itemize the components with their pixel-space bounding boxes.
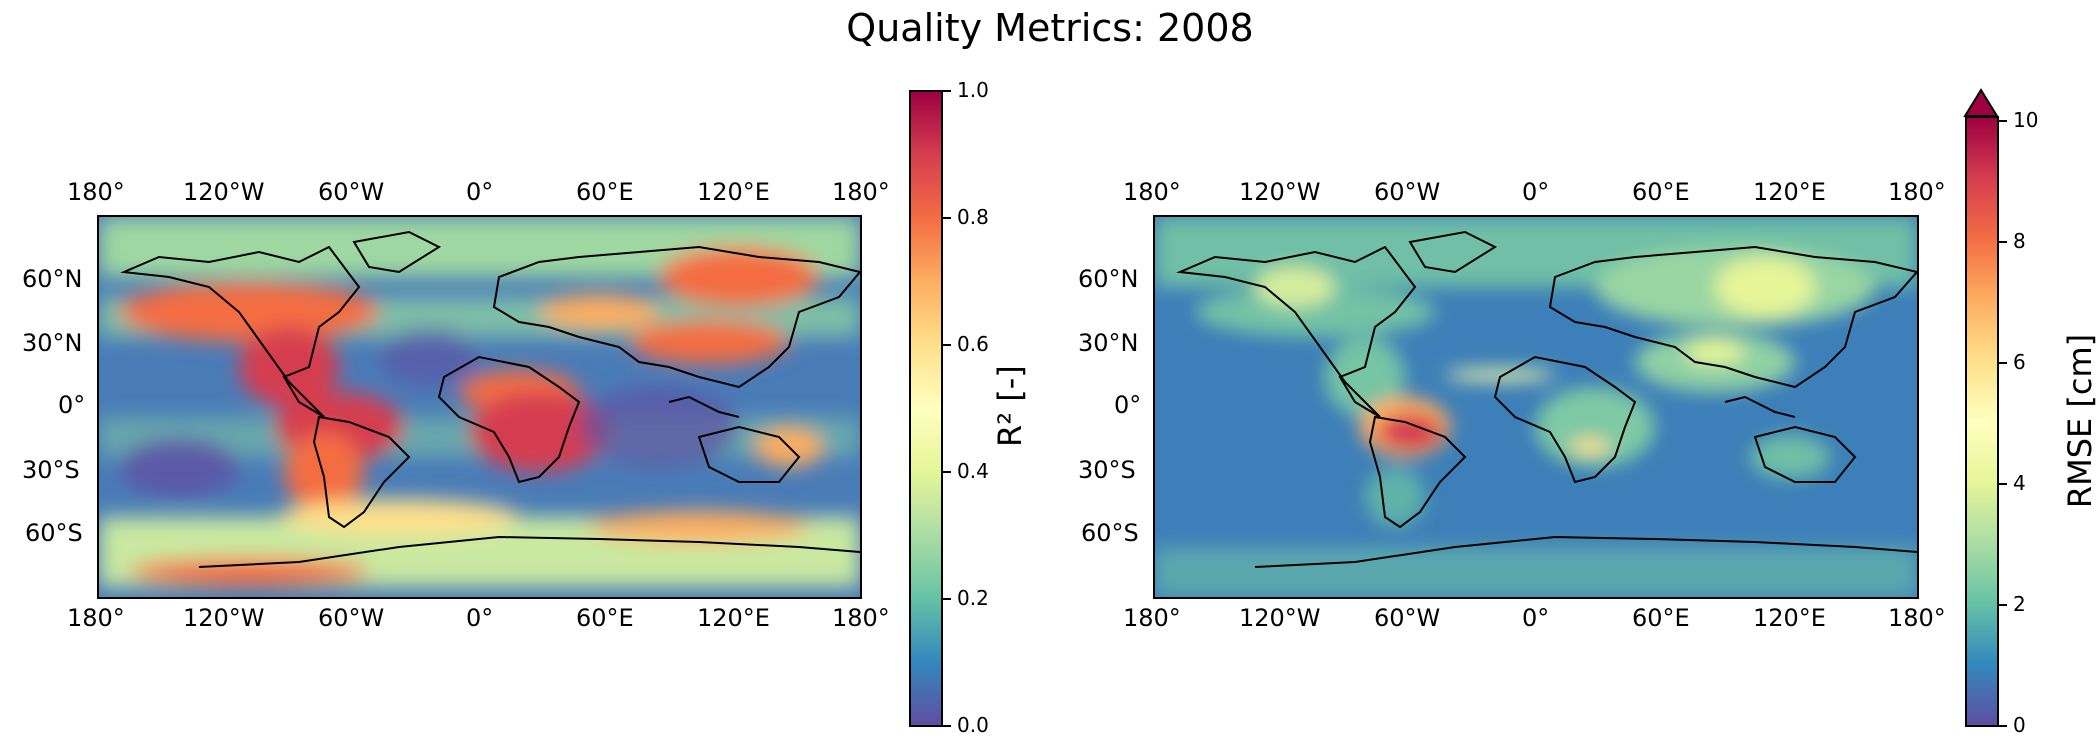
r2-top-tick-180-east: 180° [832, 178, 890, 206]
rmse-colorbar-mark-5 [1999, 120, 2007, 122]
r2-colorbar-tick-4: 0.8 [957, 205, 989, 229]
r2-colorbar-mark-2 [943, 471, 951, 473]
rmse-bottom-tick-180-west: 180° [1123, 604, 1181, 632]
r2-bottom-tick-120w: 120°W [183, 604, 265, 632]
rmse-map [1153, 215, 1919, 599]
rmse-colorbar-tick-3: 6 [2013, 350, 2026, 374]
rmse-bottom-tick-120e: 120°E [1753, 604, 1826, 632]
rmse-map-svg [1155, 217, 1917, 597]
rmse-colorbar-extend-arrow [1963, 88, 1999, 117]
rmse-bottom-tick-60e: 60°E [1632, 604, 1690, 632]
rmse-colorbar-mark-0 [1999, 725, 2007, 727]
r2-colorbar-mark-3 [943, 344, 951, 346]
rmse-colorbar-mark-3 [1999, 362, 2007, 364]
rmse-colorbar-mark-4 [1999, 241, 2007, 243]
r2-lat-tick-60n: 60°N [22, 265, 83, 293]
figure-title: Quality Metrics: 2008 [846, 6, 1254, 50]
r2-colorbar [909, 90, 943, 727]
rmse-colorbar-mark-2 [1999, 483, 2007, 485]
r2-colorbar-mark-5 [943, 90, 951, 92]
rmse-bottom-tick-60w: 60°W [1374, 604, 1441, 632]
rmse-colorbar-tick-5: 10 [2013, 108, 2039, 132]
rmse-bottom-tick-120w: 120°W [1239, 604, 1321, 632]
r2-bottom-tick-60w: 60°W [318, 604, 385, 632]
r2-lat-tick-30n: 30°N [22, 329, 83, 357]
rmse-lat-tick-0: 0° [1114, 391, 1142, 419]
rmse-bottom-tick-0: 0° [1522, 604, 1550, 632]
r2-colorbar-mark-1 [943, 598, 951, 600]
rmse-top-tick-120w: 120°W [1239, 178, 1321, 206]
r2-bottom-tick-180-west: 180° [67, 604, 125, 632]
r2-coastlines [120, 230, 860, 568]
r2-colorbar-tick-3: 0.6 [957, 332, 989, 356]
r2-lat-tick-0: 0° [58, 391, 86, 419]
rmse-top-tick-180-west: 180° [1123, 178, 1181, 206]
r2-lat-tick-30s: 30°S [22, 456, 80, 484]
r2-map-panel: 180° 120°W 60°W 0° 60°E 120°E 180° 180° … [22, 78, 1029, 737]
rmse-colorbar-tick-1: 2 [2013, 592, 2026, 616]
rmse-top-tick-180-east: 180° [1888, 178, 1946, 206]
r2-top-tick-60w: 60°W [318, 178, 385, 206]
r2-bottom-tick-60e: 60°E [576, 604, 634, 632]
rmse-coastlines [1176, 230, 1917, 568]
rmse-bottom-tick-180-east: 180° [1888, 604, 1946, 632]
rmse-top-tick-60e: 60°E [1632, 178, 1690, 206]
r2-bottom-tick-0: 0° [466, 604, 494, 632]
rmse-lat-tick-60n: 60°N [1078, 265, 1139, 293]
rmse-colorbar-label: RMSE [cm] [2061, 333, 2099, 509]
r2-colorbar-mark-0 [943, 725, 951, 727]
rmse-colorbar-tick-0: 0 [2013, 713, 2026, 737]
r2-lat-tick-60s: 60°S [25, 519, 83, 547]
r2-colorbar-mark-4 [943, 217, 951, 219]
r2-bottom-tick-120e: 120°E [697, 604, 770, 632]
rmse-colorbar-mark-1 [1999, 604, 2007, 606]
r2-field [99, 217, 860, 587]
r2-top-tick-180-west: 180° [67, 178, 125, 206]
rmse-top-tick-120e: 120°E [1753, 178, 1826, 206]
rmse-top-tick-60w: 60°W [1374, 178, 1441, 206]
rmse-lat-tick-30s: 30°S [1078, 456, 1136, 484]
r2-map-svg [99, 217, 860, 597]
rmse-top-tick-0: 0° [1522, 178, 1550, 206]
r2-colorbar-tick-1: 0.2 [957, 586, 989, 610]
rmse-lat-tick-60s: 60°S [1081, 519, 1139, 547]
r2-top-tick-120w: 120°W [183, 178, 265, 206]
r2-top-tick-60e: 60°E [576, 178, 634, 206]
r2-top-tick-0: 0° [466, 178, 494, 206]
rmse-colorbar [1965, 116, 1999, 727]
rmse-lat-tick-30n: 30°N [1078, 329, 1139, 357]
r2-bottom-tick-180-east: 180° [832, 604, 890, 632]
rmse-colorbar-tick-2: 4 [2013, 471, 2026, 495]
r2-colorbar-tick-0: 0.0 [957, 713, 989, 737]
r2-top-tick-120e: 120°E [697, 178, 770, 206]
r2-colorbar-tick-2: 0.4 [957, 459, 989, 483]
r2-map [97, 215, 862, 599]
r2-colorbar-tick-5: 1.0 [957, 78, 989, 102]
rmse-colorbar-tick-4: 8 [2013, 229, 2026, 253]
